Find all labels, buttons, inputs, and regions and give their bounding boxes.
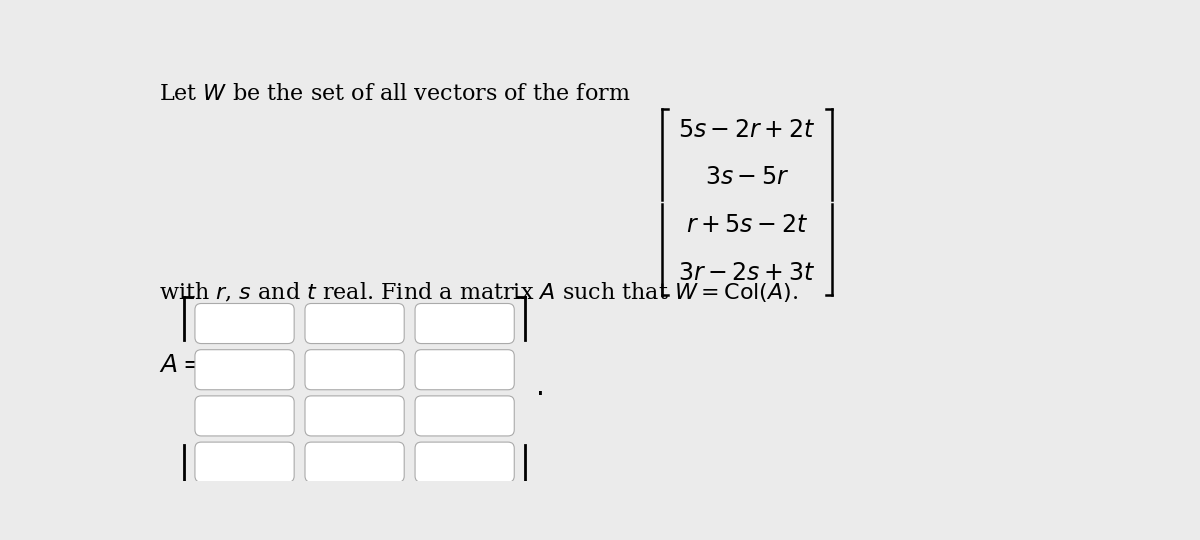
FancyBboxPatch shape xyxy=(305,396,404,436)
Text: $3r - 2s + 3t$: $3r - 2s + 3t$ xyxy=(678,262,815,285)
FancyBboxPatch shape xyxy=(305,303,404,343)
FancyBboxPatch shape xyxy=(415,303,515,343)
Text: .: . xyxy=(536,373,545,401)
FancyBboxPatch shape xyxy=(305,442,404,482)
FancyBboxPatch shape xyxy=(415,396,515,436)
FancyBboxPatch shape xyxy=(194,350,294,390)
Text: $r + 5s - 2t$: $r + 5s - 2t$ xyxy=(685,214,808,237)
Text: $\mathit{A} =$: $\mathit{A} =$ xyxy=(160,354,203,376)
FancyBboxPatch shape xyxy=(194,442,294,482)
Text: $5s - 2r + 2t$: $5s - 2r + 2t$ xyxy=(678,119,815,141)
FancyBboxPatch shape xyxy=(415,442,515,482)
FancyBboxPatch shape xyxy=(305,350,404,390)
FancyBboxPatch shape xyxy=(194,396,294,436)
Text: Let $\mathit{W}$ be the set of all vectors of the form: Let $\mathit{W}$ be the set of all vecto… xyxy=(160,83,631,105)
Text: with $r$, $s$ and $t$ real. Find a matrix $\mathit{A}$ such that $\mathit{W} = \: with $r$, $s$ and $t$ real. Find a matri… xyxy=(160,280,799,304)
FancyBboxPatch shape xyxy=(415,350,515,390)
FancyBboxPatch shape xyxy=(194,303,294,343)
Text: $3s - 5r$: $3s - 5r$ xyxy=(704,166,788,190)
